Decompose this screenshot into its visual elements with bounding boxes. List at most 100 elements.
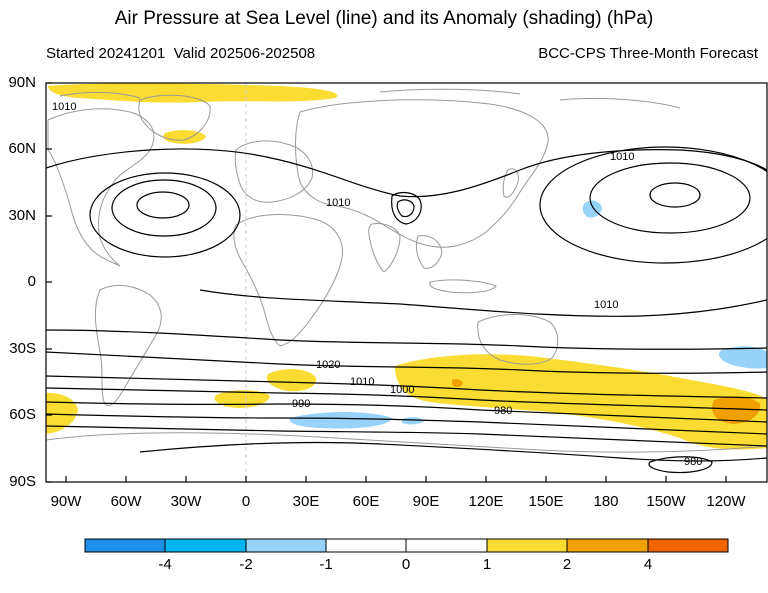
coastlines [46,88,767,453]
colorbar-label-pos1: 1 [482,556,492,573]
map-title: Air Pressure at Sea Level (line) and its… [114,8,654,29]
lon-label-0: 0 [241,493,251,510]
colorbar-label-pos2: 2 [562,556,572,573]
colorbar [84,538,729,553]
coast-europe [234,140,314,203]
anomaly-neg-southern-ocean-small [402,417,424,425]
isobar-label-pacific: 1010 [610,151,634,163]
lat-label-0: 0 [27,273,36,290]
anomaly-greenland [163,130,206,144]
coast-antarctica [46,432,767,453]
isobar-1010-north [46,148,767,198]
coast-south-america [94,284,162,407]
colorbar-label-neg1: -1 [319,556,333,573]
anomaly-neg-south-pacific [719,346,767,369]
lon-label-180: 180 [593,493,619,510]
anomaly-strong-indian [452,379,463,387]
isobar-990 [46,401,767,423]
isobar-1010-south [46,375,767,399]
isobar-label-equatorial: 1010 [594,299,618,311]
coast-africa [233,214,344,347]
isobar-pacific-high-outer [539,146,767,264]
isobar-1015-south [46,329,767,350]
isobar-azores-high-mid [111,179,217,237]
anomaly-shading-negative [289,200,767,429]
lon-label-60e: 60E [352,493,380,510]
isobar-1020 [46,351,767,374]
colorbar-label-neg4: -4 [158,556,172,573]
anomaly-south-atlantic-2 [214,390,270,408]
anomaly-strong-pacific [712,396,761,424]
isobar-label-1020: 1020 [316,359,340,371]
colorbar-label-neg2: -2 [239,556,253,573]
lon-label-90w: 90W [50,493,82,510]
anomaly-arctic-north-america [48,83,338,103]
colorbar-box-neg4 [84,538,166,553]
isobar-label-1010-south: 1010 [350,376,374,388]
lon-ticks [65,476,727,482]
colorbar-box-pos2 [566,538,649,553]
map-body: 1010 1010 1010 1010 1020 1010 1000 990 9… [46,83,767,482]
coast-arctic-islands [59,88,681,109]
coast-north-america [47,108,155,267]
valid-period: Valid 202506-202508 [173,45,316,62]
coast-indochina [415,235,443,269]
isobar-contours [46,146,767,474]
isobar-azores-high-outer [89,172,241,258]
anomaly-southeast-pacific [46,392,78,434]
lon-label-150w: 150W [646,493,686,510]
lat-ticks [46,82,52,483]
isobar-antarctic-low [648,456,713,474]
lon-label-60w: 60W [110,493,142,510]
coast-india [368,223,401,273]
colorbar-box-zero-pos [405,538,488,553]
isobar-label-europe: 1010 [326,197,350,209]
coast-japan [502,168,519,198]
coast-greenland [138,94,211,141]
isobar-label-980: 980 [494,405,512,417]
colorbar-box-pos4 [647,538,729,553]
isobar-antarctic [139,441,767,462]
isobar-label-arctic: 1010 [52,101,76,113]
isobar-azores-high-inner [136,191,190,219]
colorbar-box-pos1 [486,538,568,553]
anomaly-southern-ocean-band [395,354,767,450]
forecast-source: BCC-CPS Three-Month Forecast [538,45,758,62]
lat-label-60n: 60N [8,140,36,157]
colorbar-box-neg2 [164,538,247,553]
coast-indonesia [429,279,497,294]
anomaly-shading-positive [46,83,767,450]
lon-label-30w: 30W [170,493,202,510]
lon-label-90e: 90E [412,493,440,510]
start-date: Started 20241201 [46,45,166,62]
coast-australia [477,314,559,365]
isobar-pacific-high-inner [649,182,701,208]
lon-label-120w: 120W [706,493,746,510]
lon-label-120e: 120E [468,493,504,510]
lon-label-150e: 150E [528,493,564,510]
coast-asia [295,99,549,248]
anomaly-shading-strong [452,379,761,424]
isobar-980-a [46,413,767,435]
colorbar-box-neg1 [245,538,327,553]
isobar-980-b [46,425,767,447]
isobar-1010-asia-low [391,191,422,225]
colorbar-label-zero: 0 [401,556,411,573]
isobar-label-990: 990 [292,398,310,410]
lat-label-90s: 90S [9,473,36,490]
isobar-pacific-high-mid [589,162,751,234]
lat-label-90n: 90N [8,74,36,91]
colorbar-box-zero-neg [325,538,407,553]
lat-label-30n: 30N [8,207,36,224]
lat-label-60s: 60S [9,406,36,423]
isobar-1000 [46,387,767,411]
isobar-label-980-antarctic: 980 [684,456,702,468]
anomaly-south-atlantic-1 [266,369,317,392]
lat-label-30s: 30S [9,340,36,357]
isobar-label-1000: 1000 [390,384,414,396]
forecast-dates: Started 20241201 Valid 202506-202508 [46,45,315,62]
isobar-asia-low-inner [396,199,415,218]
isobar-labels: 1010 1010 1010 1010 1020 1010 1000 990 9… [52,101,702,468]
lon-label-30e: 30E [292,493,320,510]
